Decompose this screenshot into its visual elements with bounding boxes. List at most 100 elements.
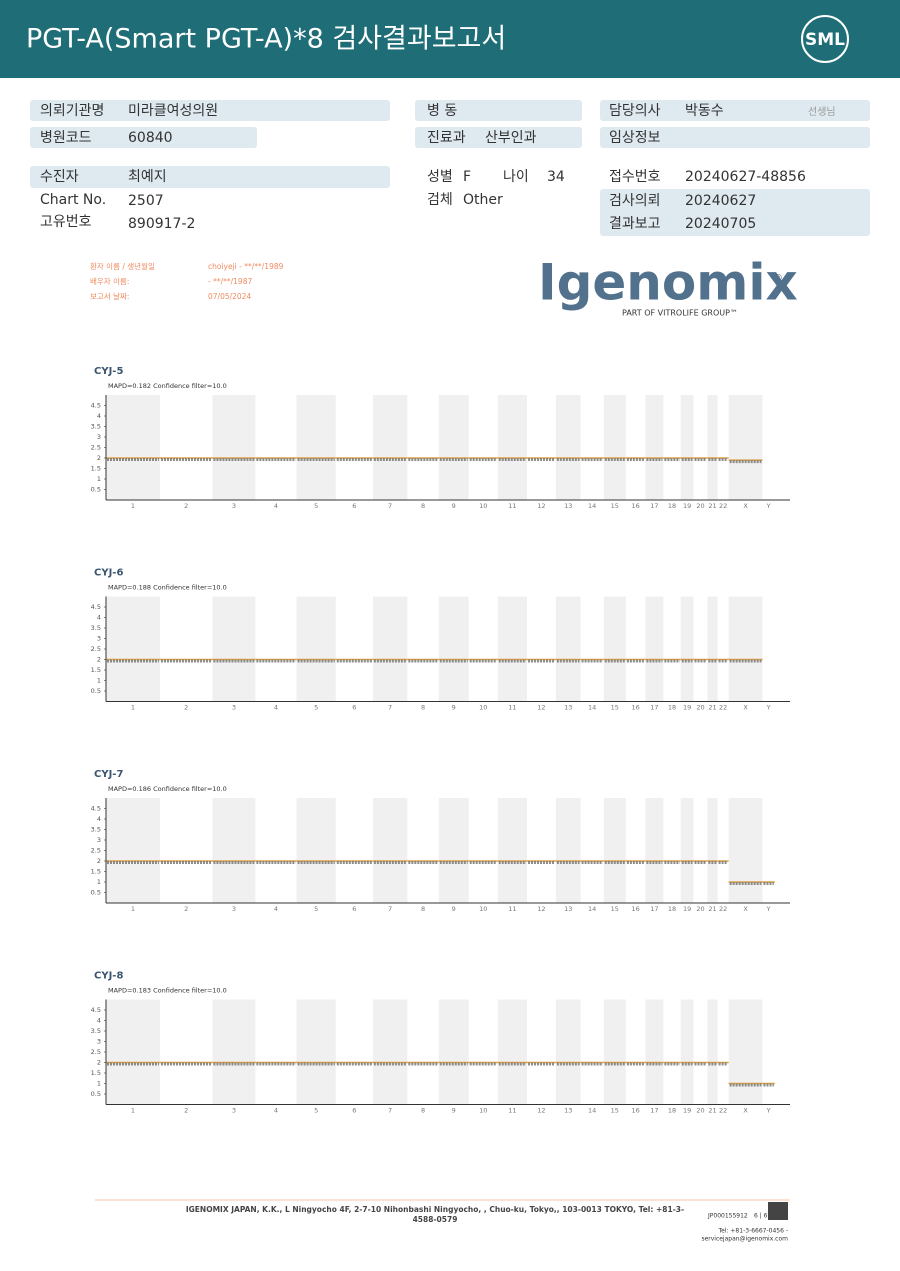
x-tick-label: 2 [184,704,188,712]
value: 2507 [128,193,164,209]
x-tick-label: 15 [611,704,619,712]
x-tick-label: 12 [537,905,545,913]
info-box [600,189,870,236]
x-tick-label: 18 [668,1107,676,1115]
meta-label: 배우자 이름: [90,276,129,286]
x-tick-label: 7 [388,704,392,712]
chromosome-band [603,395,626,500]
y-tick-label: 0.5 [91,1090,101,1098]
y-tick-label: 1.5 [91,666,101,674]
chromosome-band [438,596,469,702]
x-tick-label: 14 [588,1107,596,1115]
chart-subtitle: MAPD=0.183 Confidence filter=10.0 [108,987,227,995]
x-tick-label: 20 [696,1107,704,1115]
chromosome-band [555,999,581,1105]
label: 임상정보 [609,130,661,146]
x-tick-label: 15 [611,1107,619,1115]
x-tick-label: 6 [352,704,356,712]
chromosome-band [707,596,718,702]
brand-logo: Igenomix [538,254,798,312]
x-tick-label: 10 [479,704,487,712]
footer-address: 4588-0579 [413,1215,458,1224]
meta-value: 07/05/2024 [208,292,251,301]
x-tick-label: 9 [452,704,456,712]
label: 결과보고 [609,216,661,232]
x-tick-label: 3 [232,1107,236,1115]
info-box [30,100,390,121]
x-tick-label: 15 [611,905,619,913]
x-tick-label: 21 [708,704,716,712]
value: 60840 [128,130,173,146]
value: 890917-2 [128,216,195,232]
x-tick-label: 12 [537,704,545,712]
x-tick-label: 7 [388,1107,392,1115]
info-box [30,127,257,148]
x-tick-label: 5 [314,905,318,913]
label: Chart No. [40,192,106,208]
x-tick-label: 18 [668,704,676,712]
chart-title: CYJ-6 [94,568,123,579]
x-tick-label: 13 [564,502,572,510]
chromosome-band [645,798,664,903]
chromosome-band [707,999,718,1105]
chromosome-band [645,596,664,702]
y-tick-label: 3 [97,836,101,844]
chromosome-band [106,798,160,903]
chart-title: CYJ-8 [94,971,123,982]
chromosome-band [212,596,256,702]
chromosome-band [603,999,626,1105]
y-tick-label: 3.5 [91,423,101,431]
chromosome-band [555,395,581,500]
chromosome-band [296,395,336,500]
chromosome-band [497,596,528,702]
chromosome-band [106,395,160,500]
header-bar [0,0,900,78]
chromosome-band [680,999,694,1105]
x-tick-label: 9 [452,1107,456,1115]
label: 접수번호 [609,169,661,185]
y-tick-label: 4 [97,614,101,622]
chromosome-band [555,596,581,702]
y-tick-label: 2.5 [91,444,101,452]
x-tick-label: 14 [588,502,596,510]
y-tick-label: 0.5 [91,486,101,494]
y-tick-label: 2.5 [91,645,101,653]
chromosome-band [680,798,694,903]
info-box [415,100,582,121]
logo-ring [801,15,849,63]
x-tick-label: 17 [650,704,658,712]
y-tick-label: 4.5 [91,1006,101,1014]
y-tick-label: 3 [97,433,101,441]
y-tick-label: 2.5 [91,847,101,855]
info-box [600,127,870,148]
x-tick-label: 14 [588,905,596,913]
info-box [30,166,390,188]
x-tick-label: 6 [352,905,356,913]
meta-value: - **/**/1987 [208,277,252,286]
value: 20240705 [685,216,756,232]
x-tick-label: Y [766,704,771,712]
chromosome-band [372,999,408,1105]
value: F [463,169,471,185]
y-tick-label: 2 [97,857,101,865]
value: Other [463,192,503,208]
y-tick-label: 4 [97,412,101,420]
y-tick-label: 4 [97,1017,101,1025]
value: 미라클여성의원 [128,103,218,119]
x-tick-label: 4 [274,502,278,510]
x-tick-label: 22 [719,905,727,913]
brand-tagline: PART OF VITROLIFE GROUP™ [622,309,738,318]
x-tick-label: 17 [650,905,658,913]
x-tick-label: 19 [683,1107,691,1115]
report-title: PGT-A(Smart PGT-A)*8 검사결과보고서 [26,24,506,55]
y-tick-label: 2.5 [91,1048,101,1056]
x-tick-label: 21 [708,905,716,913]
chromosome-band [438,798,469,903]
chromosome-band [296,999,336,1105]
chromosome-band [372,395,408,500]
label: 검사의뢰 [609,193,661,209]
value: 최예지 [128,169,167,185]
x-tick-label: 6 [352,502,356,510]
x-tick-label: X [743,1107,748,1115]
y-tick-label: 1 [97,677,101,685]
